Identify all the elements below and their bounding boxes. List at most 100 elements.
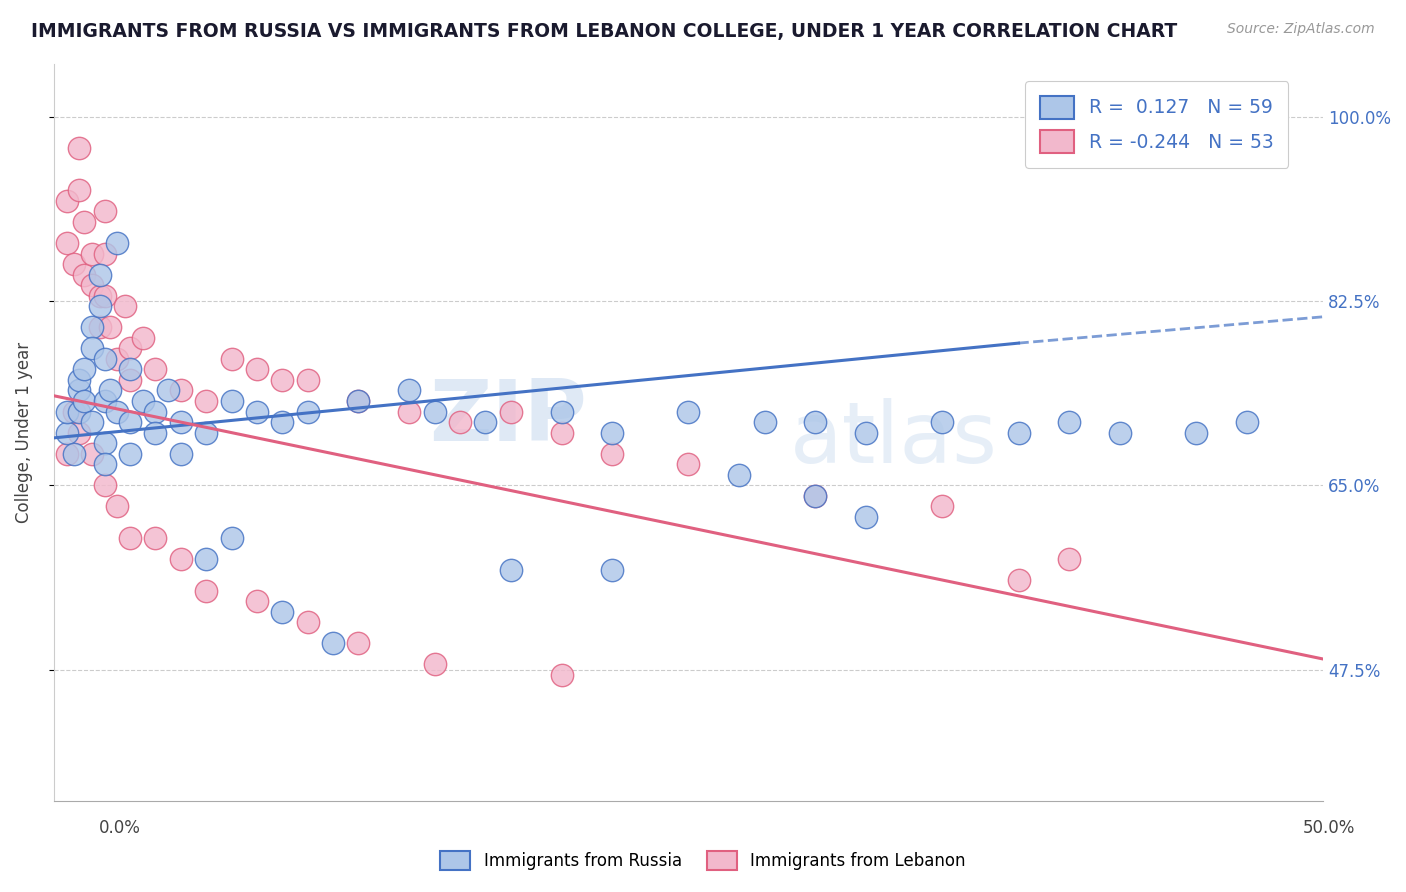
- Point: [678, 404, 700, 418]
- Point: [145, 362, 167, 376]
- Point: [931, 500, 953, 514]
- Point: [474, 415, 496, 429]
- Point: [1059, 552, 1081, 566]
- Point: [195, 583, 218, 598]
- Point: [67, 373, 90, 387]
- Point: [246, 594, 269, 608]
- Point: [221, 394, 243, 409]
- Point: [67, 183, 90, 197]
- Point: [145, 404, 167, 418]
- Point: [398, 384, 420, 398]
- Point: [73, 394, 96, 409]
- Text: 0.0%: 0.0%: [98, 819, 141, 837]
- Point: [170, 384, 193, 398]
- Point: [98, 384, 121, 398]
- Point: [804, 415, 827, 429]
- Point: [804, 489, 827, 503]
- Point: [55, 425, 77, 440]
- Y-axis label: College, Under 1 year: College, Under 1 year: [15, 342, 32, 524]
- Point: [67, 141, 90, 155]
- Point: [246, 362, 269, 376]
- Point: [271, 373, 294, 387]
- Point: [89, 268, 111, 282]
- Point: [93, 246, 115, 260]
- Point: [118, 415, 141, 429]
- Point: [118, 531, 141, 545]
- Point: [93, 351, 115, 366]
- Point: [131, 331, 153, 345]
- Text: ZIP: ZIP: [429, 376, 586, 459]
- Point: [105, 500, 128, 514]
- Point: [80, 246, 103, 260]
- Point: [118, 447, 141, 461]
- Point: [93, 457, 115, 471]
- Point: [80, 320, 103, 334]
- Text: Source: ZipAtlas.com: Source: ZipAtlas.com: [1227, 22, 1375, 37]
- Point: [271, 415, 294, 429]
- Point: [157, 384, 180, 398]
- Point: [55, 194, 77, 208]
- Point: [550, 404, 572, 418]
- Point: [67, 384, 90, 398]
- Point: [170, 552, 193, 566]
- Point: [80, 278, 103, 293]
- Point: [550, 668, 572, 682]
- Point: [93, 394, 115, 409]
- Point: [73, 362, 96, 376]
- Point: [105, 404, 128, 418]
- Point: [195, 552, 218, 566]
- Point: [1109, 425, 1132, 440]
- Point: [89, 320, 111, 334]
- Point: [89, 289, 111, 303]
- Point: [63, 257, 86, 271]
- Point: [221, 351, 243, 366]
- Point: [195, 425, 218, 440]
- Point: [423, 657, 446, 672]
- Point: [1007, 573, 1029, 587]
- Point: [55, 404, 77, 418]
- Point: [322, 636, 344, 650]
- Point: [347, 394, 370, 409]
- Legend: R =  0.127   N = 59, R = -0.244   N = 53: R = 0.127 N = 59, R = -0.244 N = 53: [1025, 81, 1288, 168]
- Point: [499, 562, 522, 576]
- Point: [297, 373, 319, 387]
- Point: [93, 204, 115, 219]
- Point: [347, 636, 370, 650]
- Point: [73, 215, 96, 229]
- Point: [449, 415, 471, 429]
- Point: [602, 562, 624, 576]
- Point: [118, 342, 141, 356]
- Point: [754, 415, 776, 429]
- Point: [728, 467, 751, 482]
- Point: [855, 509, 877, 524]
- Point: [63, 404, 86, 418]
- Point: [93, 436, 115, 450]
- Point: [73, 268, 96, 282]
- Point: [55, 447, 77, 461]
- Point: [804, 489, 827, 503]
- Point: [145, 531, 167, 545]
- Point: [80, 415, 103, 429]
- Point: [195, 394, 218, 409]
- Point: [118, 362, 141, 376]
- Point: [80, 447, 103, 461]
- Point: [398, 404, 420, 418]
- Point: [347, 394, 370, 409]
- Point: [67, 404, 90, 418]
- Point: [80, 342, 103, 356]
- Point: [131, 394, 153, 409]
- Point: [246, 404, 269, 418]
- Point: [67, 425, 90, 440]
- Point: [93, 478, 115, 492]
- Point: [170, 415, 193, 429]
- Point: [550, 425, 572, 440]
- Point: [118, 373, 141, 387]
- Point: [221, 531, 243, 545]
- Point: [170, 447, 193, 461]
- Point: [423, 404, 446, 418]
- Point: [931, 415, 953, 429]
- Point: [602, 425, 624, 440]
- Point: [145, 425, 167, 440]
- Point: [855, 425, 877, 440]
- Point: [602, 447, 624, 461]
